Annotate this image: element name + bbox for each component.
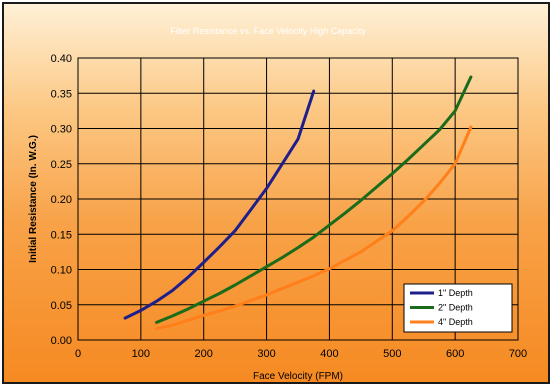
y-tick-label: 0.00	[51, 335, 72, 347]
x-tick-label: 400	[320, 348, 338, 360]
y-tick-label: 0.20	[51, 194, 72, 206]
series-line-3	[155, 125, 473, 331]
x-tick-label: 600	[446, 348, 464, 360]
x-tick-label: 200	[195, 348, 213, 360]
legend-label-1: 1" Depth	[438, 288, 473, 298]
series-line-1	[123, 89, 316, 320]
y-tick-label: 0.40	[51, 53, 72, 65]
x-tick-label: 500	[383, 348, 401, 360]
series-lines	[123, 75, 473, 331]
chart-title: Filter Resistance vs. Face Velocity High…	[170, 26, 366, 36]
legend-label-2: 2" Depth	[438, 303, 473, 313]
x-tick-label: 300	[257, 348, 275, 360]
series-line-2	[155, 75, 473, 324]
tick-labels: 0 100 200 300 400 500 600 700 0.00 0.05 0.10 0.15 0.…	[51, 53, 528, 360]
y-axis-title: Initial Resistance (In. W.G.)	[28, 135, 39, 263]
x-tick-label: 0	[75, 348, 81, 360]
legend: 1" Depth 2" Depth 4" Depth	[403, 283, 513, 333]
y-tick-label: 0.25	[51, 159, 72, 171]
y-tick-label: 0.15	[51, 229, 72, 241]
x-tick-label: 100	[132, 348, 150, 360]
x-axis-title: Face Velocity (FPM)	[253, 371, 343, 382]
x-tick-label: 700	[509, 348, 527, 360]
y-tick-label: 0.30	[51, 124, 72, 136]
y-tick-label: 0.10	[51, 265, 72, 277]
y-tick-label: 0.05	[51, 300, 72, 312]
y-tick-label: 0.35	[51, 88, 72, 100]
legend-label-3: 4" Depth	[438, 317, 473, 327]
